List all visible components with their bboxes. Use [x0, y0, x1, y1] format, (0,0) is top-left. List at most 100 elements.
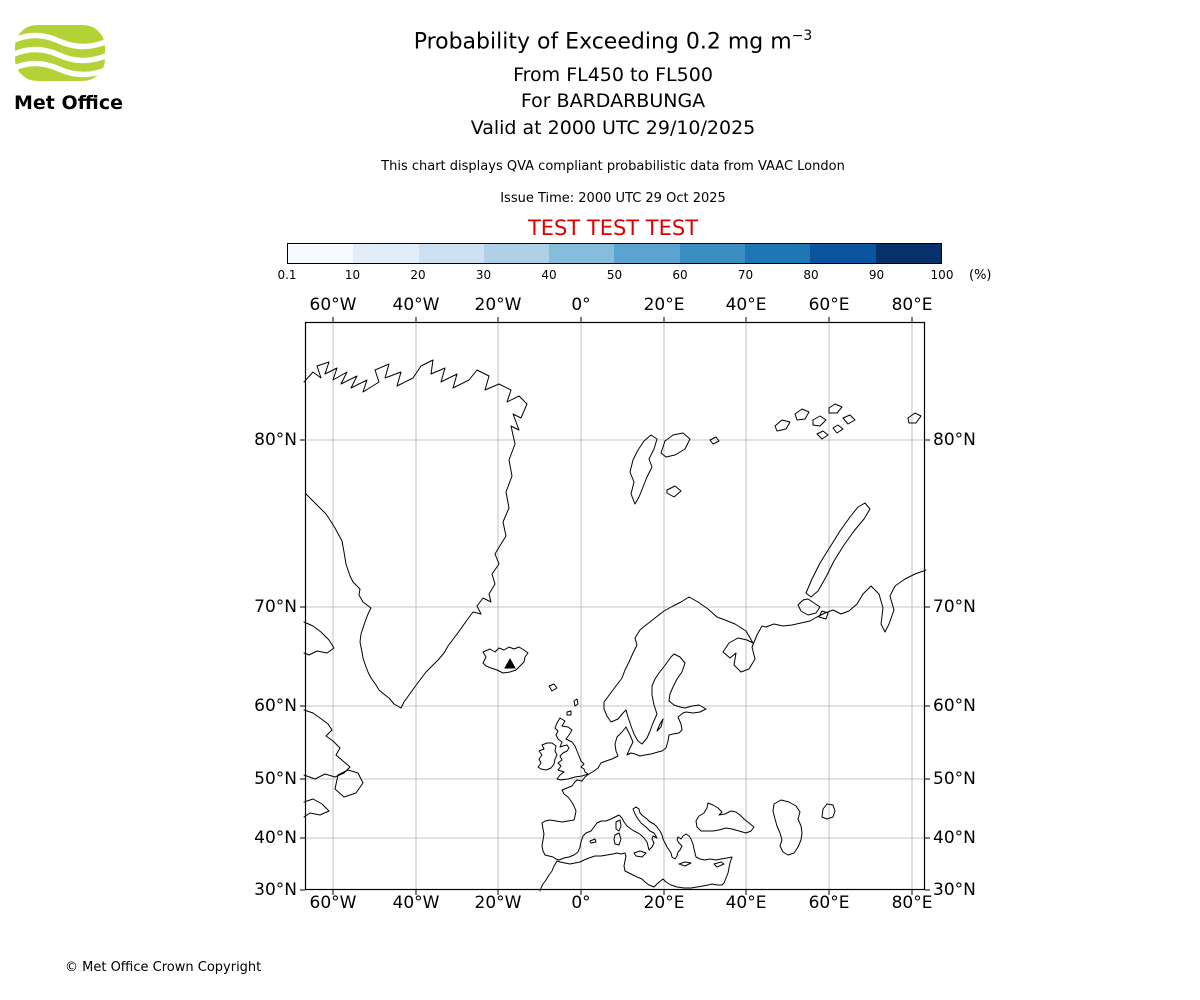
x-axis-label-top: 60°E: [808, 295, 850, 315]
test-banner: TEST TEST TEST: [527, 216, 699, 240]
coastline-franz-josef-4: [828, 403, 843, 414]
coastline-balearics: [589, 838, 597, 844]
colorbar-tick-label: 100: [930, 268, 954, 282]
chart-title-text: Probability of Exceeding 0.2 mg m: [413, 29, 792, 55]
colorbar-segment: [353, 244, 419, 263]
colorbar-tick-label: 50: [606, 268, 623, 282]
x-axis-label-top: 40°W: [392, 295, 440, 315]
coastline-nova-scotia: [303, 798, 330, 818]
x-axis-label-bottom: 60°E: [808, 893, 850, 913]
coastline-edgeoya: [666, 485, 682, 498]
logo-waves-icon: [10, 25, 110, 81]
coastline-labrador: [303, 709, 351, 780]
colorbar-tick-label: 30: [475, 268, 492, 282]
x-axis-label-bottom: 60°W: [309, 893, 357, 913]
y-axis-label-right: 60°N: [933, 696, 976, 716]
coastline-eurasia-africa: [539, 569, 927, 892]
coastline-franz-josef-6: [816, 430, 829, 440]
colorbar-segment: [614, 244, 680, 263]
coastline-sardinia: [613, 832, 622, 846]
y-axis-label-left: 50°N: [254, 769, 297, 789]
y-axis-label-left: 60°N: [254, 696, 297, 716]
y-axis-label-right: 30°N: [933, 880, 976, 900]
colorbar-segment: [679, 244, 746, 263]
colorbar-tick-label: 80: [803, 268, 819, 282]
colorbar-segment: [483, 244, 550, 263]
colorbar-segment: [875, 244, 941, 263]
issue-time: Issue Time: 2000 UTC 29 Oct 2025: [500, 191, 726, 206]
coastline-corsica: [615, 819, 622, 832]
coastline-great-britain: [554, 717, 589, 781]
logo-text: Met Office: [14, 92, 123, 114]
colorbar-tick-label: 40: [541, 268, 557, 282]
chart-title: Probability of Exceeding 0.2 mg m−3: [414, 28, 813, 54]
axis-ticks: [300, 317, 930, 895]
coastline-cyprus: [713, 861, 725, 868]
coastline-spitsbergen: [629, 434, 658, 505]
coastline-black-sea: [695, 802, 755, 834]
colorbar-tick-label: 10: [344, 268, 361, 282]
coastline-greenland: [303, 359, 528, 709]
coastline-crete: [678, 861, 692, 867]
coastline-faroes: [548, 683, 558, 692]
coastline-franz-josef-7: [832, 424, 844, 434]
colorbar-tick-label: 70: [737, 268, 754, 282]
coastline-arctic-island-east: [907, 412, 922, 424]
qva-note: This chart displays QVA compliant probab…: [381, 159, 845, 174]
y-axis-label-left: 30°N: [254, 880, 297, 900]
coastline-sicily: [633, 850, 647, 858]
x-axis-label-bottom: 40°W: [392, 893, 440, 913]
colorbar-tick-label: 90: [868, 268, 885, 282]
y-axis-label-left: 70°N: [254, 597, 297, 617]
x-axis-label-top: 80°E: [891, 295, 933, 315]
y-axis-label-left: 80°N: [254, 430, 297, 450]
x-axis-label-top: 20°W: [474, 295, 522, 315]
map-border: [304, 321, 926, 891]
map-canvas: [300, 317, 930, 895]
x-axis-label-bottom: 20°E: [643, 893, 685, 913]
colorbar-segment: [810, 244, 876, 263]
colorbar-segment: [745, 244, 811, 263]
x-axis-label-bottom: 80°E: [891, 893, 933, 913]
x-axis-label-bottom: 0°: [571, 893, 591, 913]
copyright: © Met Office Crown Copyright: [65, 960, 262, 975]
y-axis-label-left: 40°N: [254, 828, 297, 848]
coastline-newfoundland: [334, 769, 364, 798]
y-axis-label-right: 50°N: [933, 769, 976, 789]
coastline-kvitoya: [709, 436, 720, 445]
chart-title-superscript: −3: [791, 28, 813, 44]
coastline-gotland: [656, 718, 664, 732]
valid-time: Valid at 2000 UTC 29/10/2025: [470, 117, 756, 139]
y-axis-label-right: 70°N: [933, 597, 976, 617]
colorbar-unit-label: (%): [969, 268, 992, 283]
y-axis-label-right: 80°N: [933, 430, 976, 450]
x-axis-label-top: 20°E: [643, 295, 685, 315]
colorbar-tick-label: 60: [672, 268, 688, 282]
x-axis-label-top: 60°W: [309, 295, 357, 315]
coastline-franz-josef-1: [774, 419, 791, 432]
coastline-iceland: [482, 646, 529, 674]
coastline-aral-sea: [821, 803, 836, 820]
coastline-baffin: [303, 621, 335, 656]
coastline-orkney: [566, 710, 572, 716]
coastline-novaya-zemlya-north: [805, 502, 871, 598]
coastline-caspian-sea: [772, 799, 803, 856]
x-axis-label-top: 40°E: [725, 295, 767, 315]
colorbar: [287, 243, 942, 264]
colorbar-tick-label: 0.1: [277, 268, 297, 282]
coastline-franz-josef-5: [842, 414, 856, 425]
coastline-novaya-zemlya-south: [797, 598, 821, 616]
coastline-ireland: [537, 742, 558, 771]
flight-level-range: From FL450 to FL500: [513, 64, 713, 86]
volcano-name: For BARDARBUNGA: [520, 90, 706, 112]
y-axis-label-right: 40°N: [933, 828, 976, 848]
colorbar-tick-label: 20: [410, 268, 426, 282]
coastlines: [303, 359, 927, 892]
volcano-marker-icon: [504, 657, 516, 669]
coastline-franz-josef-3: [812, 415, 827, 427]
x-axis-label-top: 0°: [571, 295, 591, 315]
colorbar-segment: [549, 244, 615, 263]
coastline-shetland: [573, 698, 579, 707]
coastline-nordaustlandet: [660, 432, 691, 458]
